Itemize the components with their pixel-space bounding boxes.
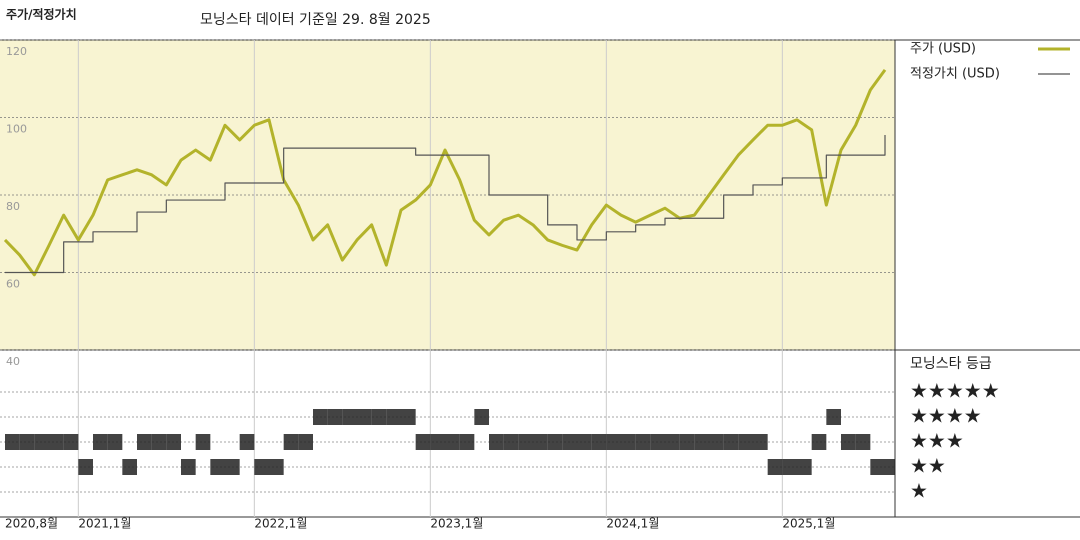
rating-bar bbox=[225, 459, 240, 475]
rating-bar bbox=[679, 434, 695, 450]
rating-bar bbox=[371, 409, 387, 425]
series-line bbox=[3, 68, 887, 277]
rating-bar bbox=[694, 434, 709, 450]
rating-bar bbox=[738, 434, 753, 450]
rating-label: ★★ bbox=[910, 454, 946, 478]
y-tick-label: 80 bbox=[6, 200, 20, 213]
rating-bar bbox=[503, 434, 519, 450]
rating-bar bbox=[459, 434, 475, 450]
rating-bar bbox=[137, 434, 152, 450]
y-tick-label: 100 bbox=[6, 123, 27, 136]
rating-bar bbox=[650, 434, 665, 450]
rating-bar bbox=[870, 459, 885, 475]
rating-bar bbox=[723, 434, 739, 450]
rating-label: ★ bbox=[910, 479, 928, 503]
rating-bar bbox=[855, 434, 871, 450]
rating-bar bbox=[885, 459, 895, 475]
rating-bar bbox=[107, 434, 123, 450]
rating-bar bbox=[269, 459, 284, 475]
rating-bar bbox=[93, 434, 108, 450]
rating-bar bbox=[415, 434, 431, 450]
rating-bar bbox=[254, 459, 269, 475]
y-tick-label: 60 bbox=[6, 278, 20, 291]
rating-bar bbox=[195, 434, 211, 450]
rating-bar bbox=[811, 434, 827, 450]
rating-bar bbox=[591, 434, 607, 450]
x-tick-label: 2020,8월 bbox=[5, 517, 58, 531]
rating-bar bbox=[122, 459, 137, 475]
y-tick-label: 40 bbox=[6, 355, 20, 368]
rating-bar bbox=[606, 434, 621, 450]
rating-bar bbox=[298, 434, 313, 450]
rating-bar bbox=[665, 434, 680, 450]
rating-bar bbox=[489, 434, 504, 450]
rating-bar bbox=[753, 434, 768, 450]
chart-title: 주가/적정가치 bbox=[6, 7, 77, 22]
rating-bar bbox=[430, 434, 445, 450]
rating-label: ★★★★ bbox=[910, 404, 982, 428]
rating-bar bbox=[210, 459, 225, 475]
rating-bar bbox=[709, 434, 724, 450]
rating-bar bbox=[445, 434, 460, 450]
rating-bar bbox=[19, 434, 35, 450]
rating-bar bbox=[357, 409, 372, 425]
x-tick-label: 2022,1월 bbox=[254, 517, 307, 531]
rating-bar bbox=[151, 434, 167, 450]
rating-bar bbox=[49, 434, 64, 450]
series-line bbox=[5, 134, 886, 274]
rating-bar bbox=[562, 434, 577, 450]
rating-bar bbox=[342, 409, 357, 425]
rating-bar bbox=[533, 434, 548, 450]
rating-bar bbox=[621, 434, 636, 450]
rating-bar bbox=[78, 459, 93, 475]
rating-bar bbox=[63, 434, 79, 450]
x-tick-label: 2025,1월 bbox=[782, 517, 835, 531]
legend-label: 주가 (USD) bbox=[910, 42, 976, 57]
rating-bar bbox=[34, 434, 49, 450]
rating-bar bbox=[5, 434, 20, 450]
rating-bar bbox=[518, 434, 533, 450]
x-tick-label: 2021,1월 bbox=[78, 517, 131, 531]
rating-title: 모닝스타 등급 bbox=[910, 356, 992, 372]
rating-bar bbox=[474, 409, 489, 425]
rating-bar bbox=[313, 409, 328, 425]
legend-label: 적정가치 (USD) bbox=[910, 67, 1000, 82]
rating-label: ★★★★★ bbox=[910, 379, 1000, 403]
rating-bar bbox=[782, 459, 797, 475]
y-tick-label: 120 bbox=[6, 45, 27, 58]
rating-bar bbox=[841, 434, 856, 450]
rating-label: ★★★ bbox=[910, 429, 964, 453]
x-tick-label: 2024,1월 bbox=[606, 517, 659, 531]
rating-bar bbox=[327, 409, 343, 425]
rating-bar bbox=[577, 434, 592, 450]
rating-bar bbox=[797, 459, 812, 475]
rating-bar bbox=[181, 459, 196, 475]
rating-bar bbox=[401, 409, 416, 425]
chart-subtitle: 모닝스타 데이터 기준일 29. 8월 2025 bbox=[200, 12, 431, 28]
rating-bar bbox=[239, 434, 255, 450]
rating-bar bbox=[547, 434, 563, 450]
rating-bar bbox=[166, 434, 181, 450]
rating-bar bbox=[283, 434, 299, 450]
rating-bar bbox=[386, 409, 401, 425]
x-tick-label: 2023,1월 bbox=[430, 517, 483, 531]
rating-bar bbox=[635, 434, 651, 450]
rating-bar bbox=[767, 459, 783, 475]
rating-bar bbox=[826, 409, 841, 425]
